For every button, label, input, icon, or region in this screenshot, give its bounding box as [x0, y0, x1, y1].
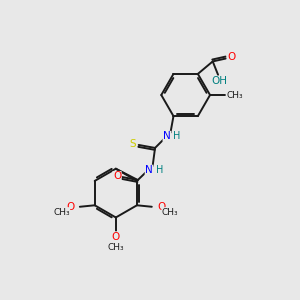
Text: O: O [66, 202, 74, 212]
Text: CH₃: CH₃ [162, 208, 178, 217]
Text: O: O [227, 52, 235, 62]
Text: CH₃: CH₃ [53, 208, 70, 217]
Text: O: O [112, 232, 120, 242]
Text: N: N [163, 131, 171, 141]
Text: H: H [155, 165, 163, 175]
Text: H: H [173, 131, 181, 141]
Text: CH₃: CH₃ [107, 243, 124, 252]
Text: CH₃: CH₃ [226, 91, 243, 100]
Text: OH: OH [212, 76, 227, 86]
Text: N: N [145, 165, 153, 175]
Text: O: O [157, 202, 165, 212]
Text: O: O [113, 172, 121, 182]
Text: S: S [129, 140, 136, 149]
